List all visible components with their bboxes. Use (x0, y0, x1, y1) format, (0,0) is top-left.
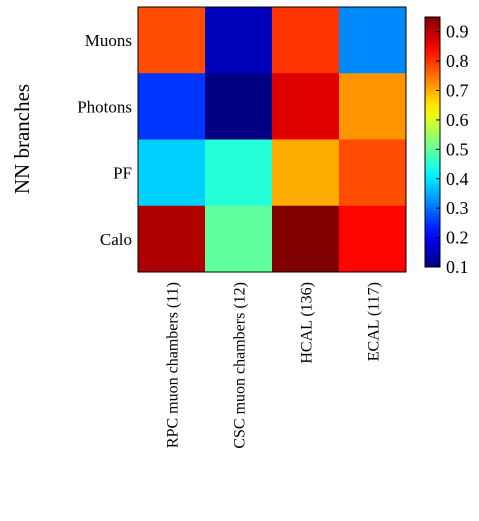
column-label: HCAL (136) (299, 282, 316, 364)
heatmap-cell (205, 205, 273, 273)
heatmap-cell (205, 139, 273, 207)
heatmap-cell (272, 205, 340, 273)
colorbar-tick-label: 0.5 (446, 139, 469, 159)
row-label: Photons (77, 97, 132, 116)
heatmap-cell (138, 7, 206, 74)
column-label: ECAL (117) (366, 282, 383, 361)
column-label: RPC muon chambers (11) (165, 282, 182, 448)
y-axis-title: NN branches (10, 84, 34, 194)
heatmap-cell (138, 139, 206, 207)
heatmap-cell (272, 139, 340, 207)
column-labels: RPC muon chambers (11) CSC muon chambers … (165, 282, 383, 449)
heatmap-cell (138, 73, 206, 140)
heatmap-cell (205, 73, 273, 140)
colorbar-tick-label: 0.2 (446, 228, 469, 248)
heatmap-cell (272, 7, 340, 74)
plot-frame (137, 6, 407, 273)
heatmap-cell (339, 73, 407, 140)
row-labels: Muons Photons PF Calo (77, 31, 132, 249)
heatmap-cell (272, 73, 340, 140)
heatmap-cells (138, 7, 407, 273)
colorbar-ticks: 0.1 0.2 0.3 0.4 0.5 0.6 0.7 0.8 0.9 (436, 22, 469, 277)
colorbar-tick-label: 0.1 (446, 257, 469, 277)
heatmap-cell (205, 7, 273, 74)
heatmap-cell (339, 7, 407, 74)
colorbar-tick-label: 0.9 (446, 22, 469, 42)
colorbar-tick-label: 0.6 (446, 110, 469, 130)
heatmap-cell (339, 139, 407, 207)
colorbar-tick-label: 0.7 (446, 81, 469, 101)
heatmap-cell (138, 205, 206, 273)
row-label: PF (113, 164, 132, 183)
colorbar-tick-label: 0.4 (446, 169, 469, 189)
column-label: CSC muon chambers (12) (232, 282, 249, 449)
row-label: Muons (85, 31, 132, 50)
heatmap-cell (339, 205, 407, 273)
colorbar (424, 16, 441, 268)
colorbar-tick-label: 0.3 (446, 198, 469, 218)
colorbar-tick-label: 0.8 (446, 51, 469, 71)
row-label: Calo (100, 230, 132, 249)
